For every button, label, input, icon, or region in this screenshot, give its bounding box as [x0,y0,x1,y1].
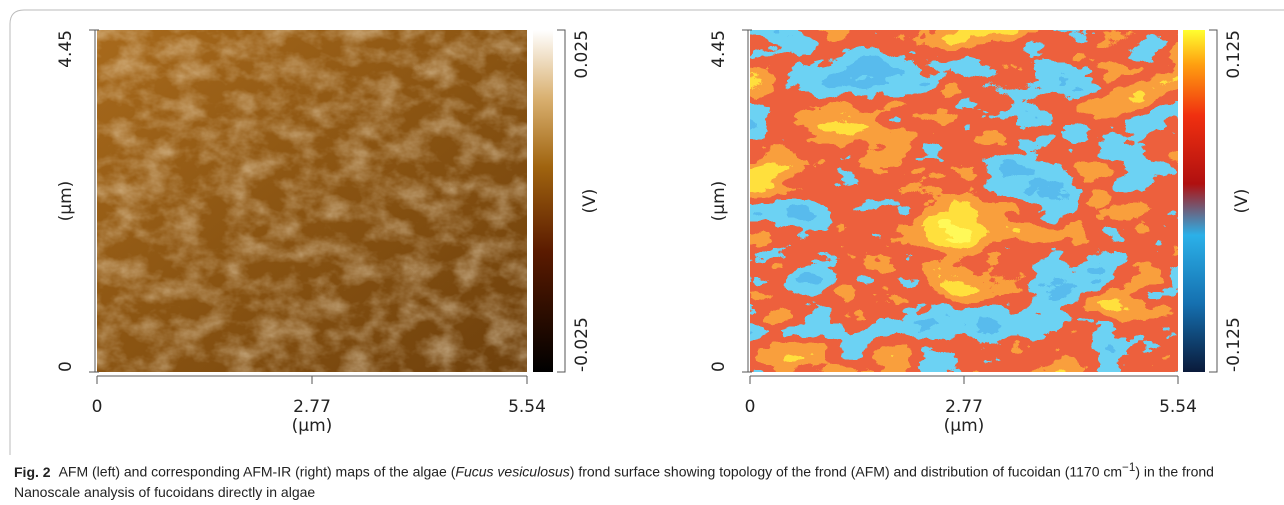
x-tick-label: 5.54 [1159,397,1197,417]
colorbar [1183,30,1205,372]
caption-text: AFM (left) and corresponding AFM-IR (rig… [59,464,456,480]
x-tick-label: 0 [745,397,756,417]
colorbar-tick-label: -0.125 [1224,317,1244,372]
colorbar-tick-label: 0.125 [1224,30,1244,79]
caption-species: Fucus vesiculosus [455,464,569,480]
y-tick-label: 4.45 [56,30,76,68]
y-axis-label: (μm) [56,181,76,222]
colorbar-label: (V) [580,189,600,214]
x-axis-label: (μm) [292,416,333,436]
x-tick-label: 0 [92,397,103,417]
x-axis-label: (μm) [944,416,985,436]
figure: -0.025 0.025 (V) 0 4.45 (μm) 0 2.77 5.54 (μm) -0.1… [0,0,1284,455]
colorbar [533,30,553,372]
y-tick-label: 0 [56,361,76,372]
y-tick-label: 0 [709,361,729,372]
colorbar-label: (V) [1232,189,1252,214]
caption-text: ) frond surface showing topology of the … [570,464,1122,480]
colorbar-axis [557,30,565,372]
caption-label: Fig. 2 [14,464,51,480]
y-tick-label: 4.45 [709,30,729,68]
x-tick-label: 5.54 [508,397,546,417]
colorbar-tick-label: 0.025 [572,30,592,79]
x-tick-label: 2.77 [293,397,331,417]
x-tick-label: 2.77 [945,397,983,417]
afm-texture [97,30,527,372]
y-axis-label: (μm) [709,181,729,222]
colorbar-tick-label: -0.025 [572,317,592,372]
caption-superscript: −1 [1122,461,1135,474]
page: -0.025 0.025 (V) 0 4.45 (μm) 0 2.77 5.54 (μm) -0.1… [0,0,1284,505]
ir-map [750,30,1178,372]
colorbar-axis [1209,30,1217,372]
caption: Fig. 2 AFM (left) and corresponding AFM-I… [14,458,1269,502]
